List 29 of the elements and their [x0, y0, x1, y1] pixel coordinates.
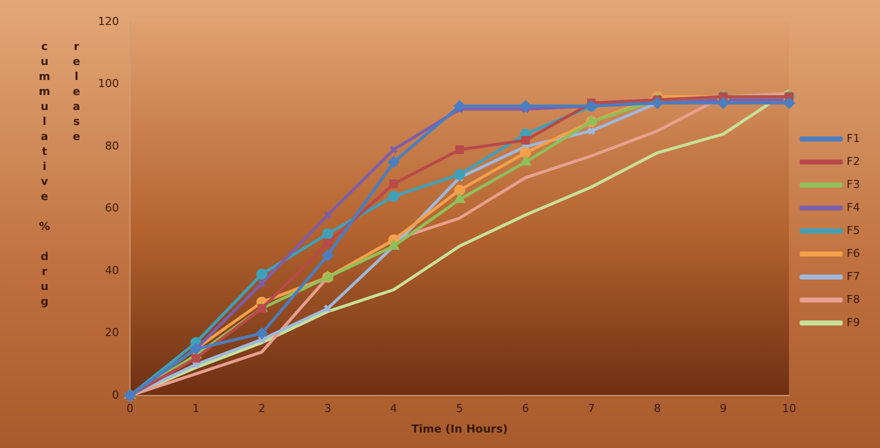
y-tick-label: 20 [104, 326, 119, 340]
legend-label: F1 [846, 132, 860, 145]
legend-label: F2 [846, 154, 860, 168]
x-tick-label: 4 [390, 402, 398, 416]
legend-label: F8 [846, 292, 860, 306]
x-tick-label: 3 [324, 402, 332, 416]
x-tick-label: 5 [456, 402, 464, 416]
x-tick-label: 7 [588, 402, 595, 416]
y-tick-label: 0 [112, 388, 119, 402]
legend-label: F5 [846, 224, 860, 237]
legend-label: F3 [846, 178, 860, 191]
y-tick-label: 60 [104, 202, 119, 215]
y-tick-label: 100 [98, 77, 119, 90]
x-tick-label: 9 [720, 402, 727, 416]
legend-label: F7 [846, 270, 860, 283]
x-axis-title: Time (In Hours) [411, 422, 508, 436]
y-tick-label: 80 [104, 139, 119, 152]
y-tick-label: 40 [104, 264, 119, 277]
legend-label: F9 [846, 316, 860, 329]
x-tick-label: 0 [126, 402, 134, 416]
x-tick-label: 10 [782, 402, 796, 416]
x-tick-label: 8 [654, 402, 661, 416]
legend-label: F4 [846, 200, 860, 214]
text: cummulative % drug release [38, 40, 83, 310]
x-tick-label: 2 [258, 402, 266, 416]
y-tick-label: 120 [98, 14, 119, 28]
x-tick-label: 6 [522, 402, 530, 416]
x-tick-label: 1 [192, 402, 200, 416]
legend-label: F6 [846, 246, 860, 260]
